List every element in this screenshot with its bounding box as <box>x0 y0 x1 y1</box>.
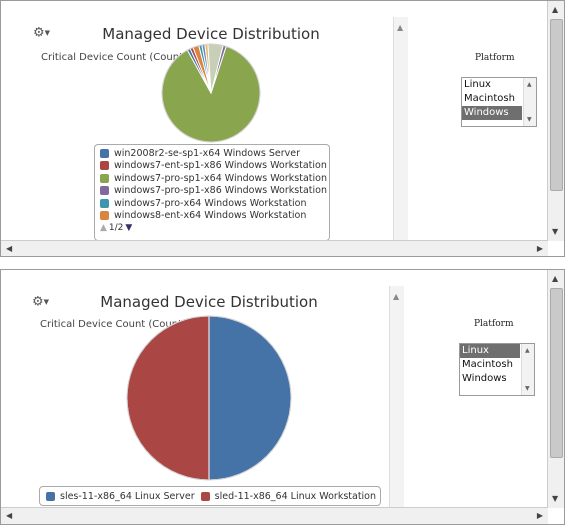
legend-item[interactable]: windows7-pro-sp1-x86 Windows Workstation <box>100 185 329 198</box>
legend-item[interactable]: sles-11-x86_64 Linux Server <box>46 490 195 503</box>
legend-swatch <box>200 491 210 501</box>
legend-swatch <box>100 173 109 183</box>
platform-label: Platform <box>475 53 515 63</box>
scrollbar-thumb[interactable] <box>550 19 563 191</box>
legend-label: sles-11-x86_64 Linux Server <box>60 490 195 502</box>
scroll-right-icon[interactable]: ▶ <box>536 511 543 520</box>
legend-swatch <box>100 148 109 158</box>
platform-option-macintosh[interactable]: Macintosh <box>464 93 515 104</box>
legend-label: windows7-pro-x64 Windows Workstation <box>114 197 307 209</box>
dashboard-panel-windows: ⚙▼ Managed Device Distribution Critical … <box>0 0 565 257</box>
legend-swatch <box>100 161 109 171</box>
chart-subtitle: Critical Device Count (Count) <box>41 52 187 63</box>
legend-label: win2008r2-se-sp1-x64 Windows Server <box>114 147 300 159</box>
legend-item[interactable]: sled-11-x86_64 Linux Workstation <box>200 490 377 503</box>
pie-chart-linux <box>126 315 292 481</box>
pie-slice[interactable] <box>208 315 292 481</box>
scrollbar-thumb[interactable] <box>550 288 563 458</box>
legend-page-up-icon[interactable]: ▲ <box>100 223 107 233</box>
panel-horizontal-scrollbar[interactable]: ◀ ▶ <box>1 240 548 256</box>
chart-options-gear-icon[interactable]: ⚙▼ <box>33 25 51 41</box>
legend-label: sled-11-x86_64 Linux Workstation <box>214 490 377 502</box>
panel-horizontal-scrollbar[interactable]: ◀ ▶ <box>1 507 548 524</box>
chart-area-scrollbar[interactable]: ▲ <box>389 286 404 508</box>
scroll-left-icon[interactable]: ◀ <box>6 511 13 520</box>
legend-pager: ▲ 1/2 ▼ <box>95 222 329 234</box>
scroll-up-icon[interactable]: ▲ <box>552 5 559 14</box>
legend-swatch <box>100 198 109 208</box>
pie-chart-windows <box>161 43 261 143</box>
legend-label: windows7-ent-sp1-x86 Windows Workstation <box>114 160 327 172</box>
platform-option-linux[interactable]: Linux <box>460 344 520 358</box>
panel-vertical-scrollbar[interactable]: ▲ ▼ <box>547 270 564 508</box>
chart-title: Managed Device Distribution <box>102 25 320 43</box>
platform-option-windows[interactable]: Windows <box>462 373 507 384</box>
chart-options-gear-icon[interactable]: ⚙▼ <box>32 294 50 310</box>
scroll-down-icon[interactable]: ▼ <box>527 116 532 123</box>
legend-page-indicator: 1/2 <box>108 223 124 233</box>
chart-area-scrollbar[interactable]: ▲ <box>393 17 408 241</box>
legend-swatch <box>46 491 55 501</box>
scroll-down-icon[interactable]: ▼ <box>552 494 559 503</box>
scroll-up-icon[interactable]: ▲ <box>527 81 532 88</box>
legend-item[interactable]: windows7-ent-sp1-x86 Windows Workstation <box>100 160 329 173</box>
platform-listbox-scrollbar[interactable]: ▲ ▼ <box>523 78 536 126</box>
platform-listbox[interactable]: Linux Macintosh Windows ▲ ▼ <box>461 77 537 127</box>
legend-item[interactable]: windows7-pro-x64 Windows Workstation <box>100 197 329 210</box>
platform-label: Platform <box>474 319 514 329</box>
panel-vertical-scrollbar[interactable]: ▲ ▼ <box>547 1 564 241</box>
scroll-left-icon[interactable]: ◀ <box>6 244 13 253</box>
legend-label: windows7-pro-sp1-x64 Windows Workstation <box>114 172 327 184</box>
legend-swatch <box>100 186 109 196</box>
platform-option-linux[interactable]: Linux <box>464 79 491 90</box>
scroll-up-icon[interactable]: ▲ <box>552 274 559 283</box>
chart-legend: win2008r2-se-sp1-x64 Windows Server windo… <box>94 144 330 241</box>
scroll-down-icon[interactable]: ▼ <box>525 385 530 392</box>
legend-swatch <box>100 211 109 221</box>
scroll-right-icon[interactable]: ▶ <box>536 244 543 253</box>
pie-outline <box>126 315 292 481</box>
pie-slice[interactable] <box>126 315 210 481</box>
legend-item[interactable]: windows7-pro-sp1-x64 Windows Workstation <box>100 172 329 185</box>
platform-option-macintosh[interactable]: Macintosh <box>462 359 513 370</box>
chart-subtitle: Critical Device Count (Count) <box>40 319 186 330</box>
scroll-up-icon[interactable]: ▲ <box>525 347 530 354</box>
scroll-up-icon[interactable]: ▲ <box>393 292 400 301</box>
chart-legend: sles-11-x86_64 Linux Server sled-11-x86_6… <box>39 486 381 506</box>
legend-item[interactable]: windows8-ent-x64 Windows Workstation <box>100 210 329 223</box>
platform-listbox[interactable]: Linux Macintosh Windows ▲ ▼ <box>459 343 535 396</box>
legend-label: windows8-ent-x64 Windows Workstation <box>114 210 307 222</box>
scroll-up-icon[interactable]: ▲ <box>397 23 404 32</box>
platform-option-windows[interactable]: Windows <box>462 106 522 120</box>
legend-label: windows7-pro-sp1-x86 Windows Workstation <box>114 185 327 197</box>
pie-outline <box>161 43 261 143</box>
legend-page-down-icon[interactable]: ▼ <box>125 223 133 233</box>
scroll-down-icon[interactable]: ▼ <box>552 227 559 236</box>
chart-title: Managed Device Distribution <box>100 293 318 311</box>
legend-item[interactable]: win2008r2-se-sp1-x64 Windows Server <box>100 147 329 160</box>
dashboard-panel-linux: ⚙▼ Managed Device Distribution Critical … <box>0 269 565 525</box>
platform-listbox-scrollbar[interactable]: ▲ ▼ <box>521 344 534 395</box>
